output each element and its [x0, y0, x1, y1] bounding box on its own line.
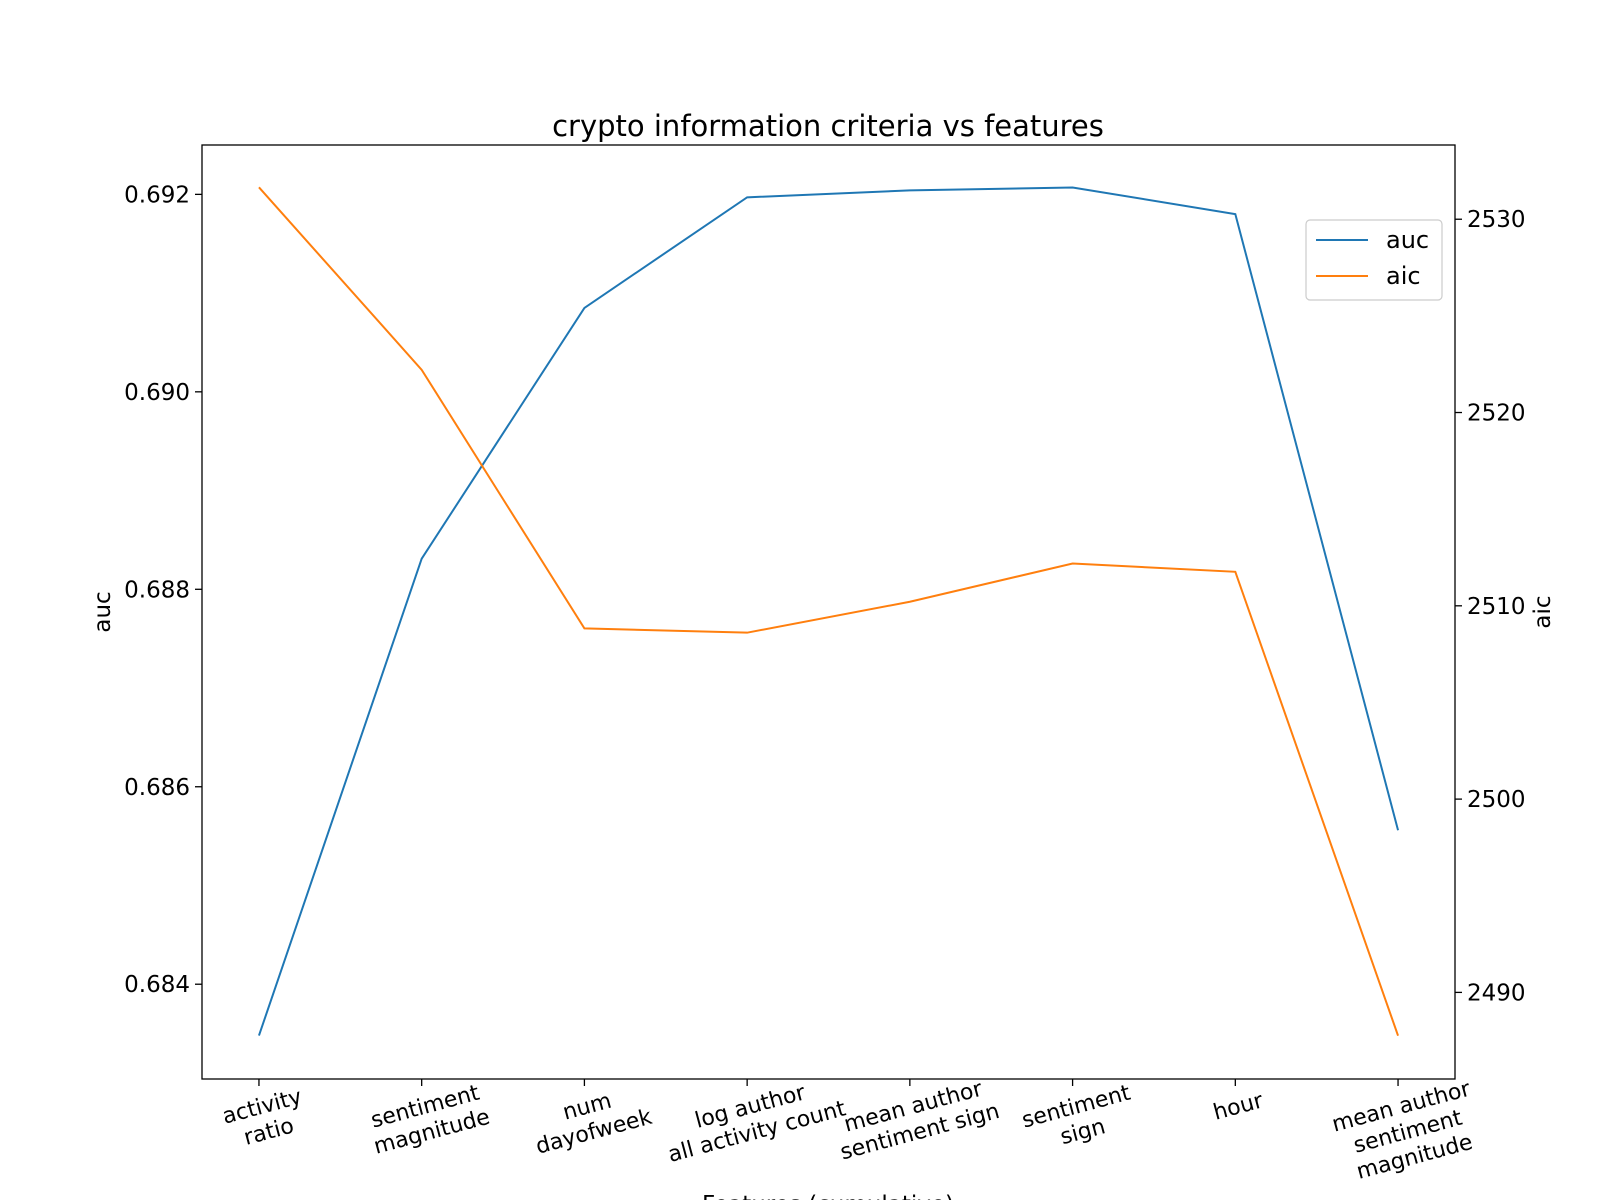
chart-title: crypto information criteria vs features	[552, 109, 1104, 143]
y2-axis-label: aic	[1530, 595, 1556, 628]
y-axis-label: auc	[90, 591, 116, 632]
series-line	[258, 186, 1399, 1037]
y2-tick-label: 2520	[1467, 401, 1526, 427]
plot-frame	[201, 144, 1456, 1080]
legend-label: auc	[1386, 226, 1429, 254]
y-tick-label: 0.690	[124, 380, 190, 406]
y-tick-label: 0.684	[124, 972, 190, 998]
y2-tick-label: 2510	[1467, 594, 1526, 620]
y2-tick-label: 2530	[1467, 207, 1526, 233]
y-tick-label: 0.686	[124, 775, 190, 801]
series-line	[258, 186, 1400, 1036]
y2-tick-label: 2500	[1467, 787, 1526, 813]
y2-tick-label: 2490	[1467, 980, 1526, 1006]
legend-label: aic	[1386, 262, 1421, 290]
y-tick-label: 0.692	[124, 182, 190, 208]
x-axis-label: Features (cumulative)	[702, 1192, 954, 1200]
y-tick-label: 0.688	[124, 577, 190, 603]
